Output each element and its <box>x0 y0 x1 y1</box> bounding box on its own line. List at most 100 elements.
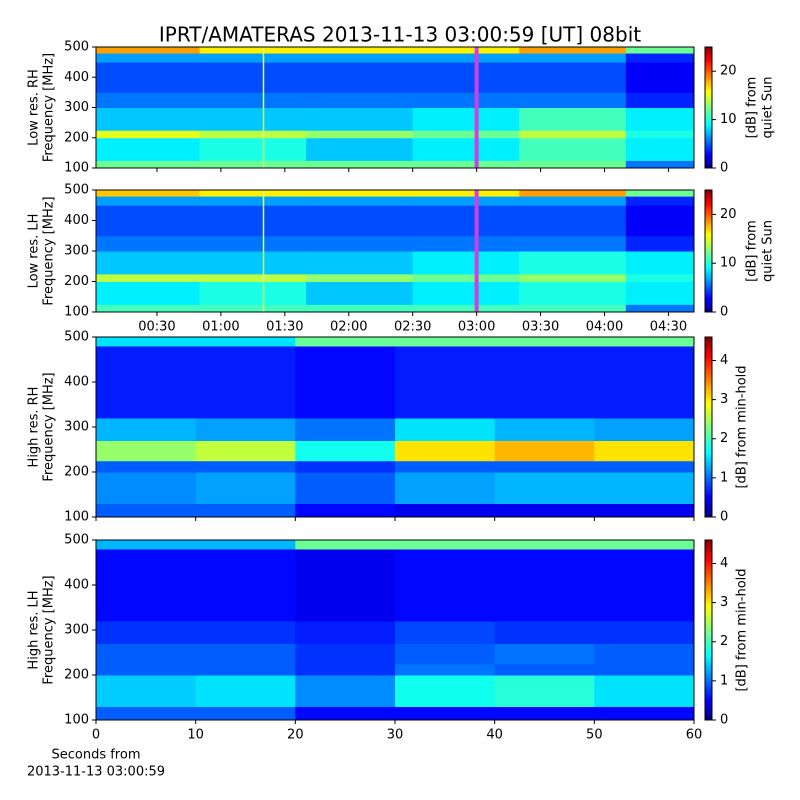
heatmap-cell <box>395 337 496 347</box>
x-tick-label: 50 <box>586 728 603 743</box>
heatmap-cell <box>594 337 695 347</box>
heatmap-cell <box>96 160 201 169</box>
heatmap-cell <box>195 549 296 622</box>
heatmap-cell <box>494 675 595 707</box>
heatmap-cell <box>519 281 627 305</box>
heatmap-cell <box>494 663 595 676</box>
y-tick-label: 400 <box>64 213 89 228</box>
heatmap-cell <box>412 47 520 54</box>
heatmap-cell <box>199 273 307 282</box>
heatmap-cell <box>295 549 396 622</box>
heatmap-cell <box>199 92 307 108</box>
heatmap-cell <box>96 47 201 54</box>
heatmap-cell <box>412 190 520 197</box>
heatmap-cell <box>412 137 520 161</box>
heatmap-cell <box>199 107 307 131</box>
x-tick-label: 01:00 <box>202 320 239 335</box>
heatmap-cell <box>295 418 396 441</box>
heatmap-cell <box>594 440 695 462</box>
heatmap-cell <box>195 643 296 665</box>
heatmap-cell <box>96 472 197 504</box>
colorbar-tick-label: 20 <box>720 64 737 79</box>
heatmap-cell <box>494 472 595 504</box>
heatmap-cell <box>199 196 307 206</box>
heatmap-cell <box>594 675 695 707</box>
heatmap-cell <box>494 440 595 462</box>
colorbar-tick-label: 3 <box>720 595 728 610</box>
y-axis-label: Low res. LH <box>27 214 42 289</box>
heatmap-cell <box>295 706 396 721</box>
heatmap-cell <box>96 337 197 347</box>
heatmap-cell <box>195 621 296 644</box>
y-axis-label: Frequency [MHz] <box>42 372 57 481</box>
heatmap-cell <box>594 472 695 504</box>
heatmap-cell <box>412 235 520 252</box>
heatmap-cell <box>96 621 197 644</box>
heatmap-cell <box>519 137 627 161</box>
heatmap-cell <box>96 273 201 282</box>
heatmap-cell <box>594 418 695 441</box>
y-tick-label: 300 <box>64 420 89 435</box>
y-axis-label: High res. LH <box>27 590 42 669</box>
heatmap-cell <box>306 62 414 93</box>
heatmap-cell <box>412 251 520 275</box>
heatmap-cell <box>306 251 414 275</box>
heatmap-cell <box>395 675 496 707</box>
heatmap-cell <box>96 62 201 93</box>
heatmap-cell <box>494 643 595 665</box>
colorbar-tick-label: 2 <box>720 634 728 649</box>
heatmap-cell <box>96 130 201 139</box>
heatmap-cell <box>395 540 496 550</box>
colorbar <box>704 189 713 313</box>
heatmap-cell <box>412 107 520 131</box>
heatmap-cell <box>395 440 496 462</box>
heatmap-cell <box>519 62 627 93</box>
heatmap-cell <box>306 92 414 108</box>
heatmap-cell <box>96 346 197 419</box>
x-tick-label: 01:30 <box>266 320 303 335</box>
heatmap-cell <box>195 540 296 550</box>
colorbar-tick-label: 10 <box>720 256 737 271</box>
heatmap-cell <box>306 304 414 313</box>
chart-title: IPRT/AMATERAS 2013-11-13 03:00:59 [UT] 0… <box>159 23 641 47</box>
heatmap-cell <box>306 107 414 131</box>
x-tick-label: 40 <box>486 728 503 743</box>
heatmap-cell <box>594 549 695 622</box>
x-tick-label: 04:30 <box>650 320 687 335</box>
heatmap-cell <box>519 190 627 197</box>
x-axis-label: 2013-11-13 03:00:59 <box>27 765 165 780</box>
colorbar-tick-label: 0 <box>720 305 728 320</box>
heatmap-cell <box>96 107 201 131</box>
heatmap-cell <box>96 540 197 550</box>
heatmap-cell <box>519 92 627 108</box>
colorbar-tick-label: 4 <box>720 353 728 368</box>
heatmap-cell <box>395 549 496 622</box>
heatmap-cell <box>96 549 197 622</box>
colorbar-tick-label: 4 <box>720 556 728 571</box>
heatmap-cell <box>96 675 197 707</box>
y-tick-label: 200 <box>64 274 89 289</box>
heatmap-cell <box>625 205 695 237</box>
heatmap-cell <box>295 621 396 644</box>
colorbar-tick-label: 2 <box>720 431 728 446</box>
x-tick-label: 03:30 <box>522 320 559 335</box>
heatmap-cell <box>295 540 396 550</box>
heatmap-cell <box>625 273 695 282</box>
heatmap-cell <box>199 235 307 252</box>
heatmap-cell <box>625 235 695 252</box>
heatmap-cell <box>96 440 197 462</box>
x-tick-label: 00:30 <box>138 320 175 335</box>
colorbar-tick-label: 0 <box>720 510 728 525</box>
y-tick-label: 500 <box>64 533 89 548</box>
y-tick-label: 200 <box>64 668 89 683</box>
y-axis-label: High res. RH <box>27 387 42 468</box>
heatmap-cell <box>594 460 695 473</box>
heatmap-cell <box>519 107 627 131</box>
heatmap-cell <box>625 53 695 63</box>
heatmap-cell <box>195 337 296 347</box>
heatmap-cell <box>295 663 396 676</box>
heatmap-cell <box>306 273 414 282</box>
heatmap-cell <box>625 92 695 108</box>
heatmap-cell <box>494 460 595 473</box>
heatmap-cell <box>519 196 627 206</box>
